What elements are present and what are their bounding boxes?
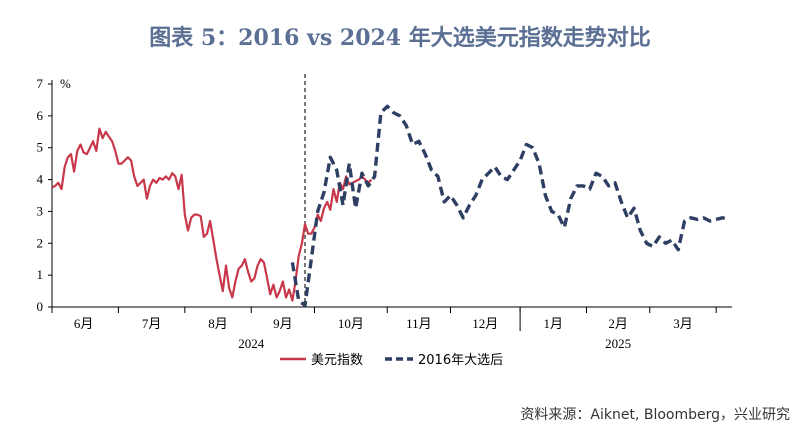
legend-label-1: 2016年大选后 <box>418 353 503 368</box>
x-tick-label: 3月 <box>673 316 693 331</box>
series-line-1 <box>290 104 730 308</box>
y-tick-label: 7 <box>37 76 44 91</box>
x-tick-label: 1月 <box>544 316 564 331</box>
y-tick-label: 3 <box>37 203 44 218</box>
x-tick-label: 8月 <box>208 316 228 331</box>
y-tick-label: 6 <box>37 108 44 123</box>
x-year-label: 2025 <box>605 336 631 351</box>
x-tick-label: 2月 <box>608 316 628 331</box>
x-tick-label: 6月 <box>74 316 94 331</box>
x-tick-label: 12月 <box>472 316 498 331</box>
x-year-label: 2024 <box>238 336 265 351</box>
legend-label-0: 美元指数 <box>311 353 363 368</box>
source-note: 资料来源：Aiknet, Bloomberg，兴业研究 <box>520 407 790 423</box>
x-tick-label: 11月 <box>406 316 432 331</box>
x-tick-label: 7月 <box>142 316 162 331</box>
chart-title: 图表 5：2016 vs 2024 年大选美元指数走势对比 <box>149 25 651 51</box>
y-tick-label: 0 <box>37 299 44 314</box>
y-tick-label: 5 <box>37 140 44 155</box>
series-line-0 <box>51 127 373 302</box>
x-tick-label: 10月 <box>338 316 364 331</box>
y-tick-label: 1 <box>37 267 44 282</box>
y-unit-label: % <box>60 76 71 91</box>
y-tick-label: 4 <box>37 172 44 187</box>
x-tick-label: 9月 <box>273 316 293 331</box>
y-tick-label: 2 <box>37 235 44 250</box>
